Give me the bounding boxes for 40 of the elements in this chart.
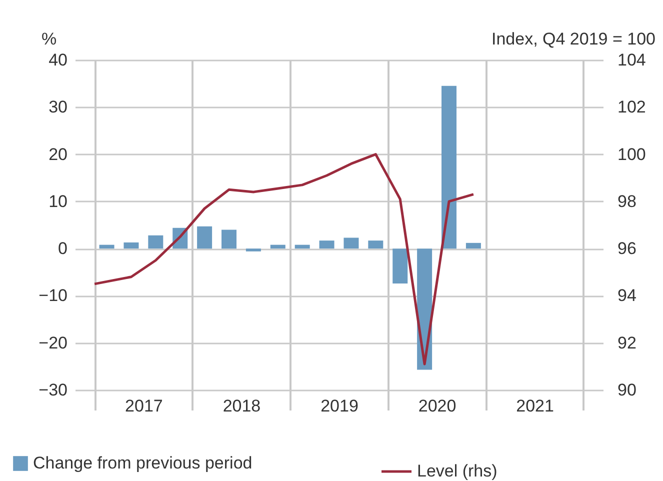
bar xyxy=(466,242,481,249)
y-tick-label: −20 xyxy=(38,333,68,352)
y-tick-label: 0 xyxy=(58,239,68,258)
y2-axis-title: Index, Q4 2019 = 100 xyxy=(492,30,656,48)
y2-tick-label: 92 xyxy=(618,333,636,352)
y2-tick-label: 100 xyxy=(618,144,646,164)
y-tick-label: 30 xyxy=(48,98,68,117)
x-tick-label: 2020 xyxy=(418,396,456,416)
bar xyxy=(148,235,164,249)
y-tick-label: 10 xyxy=(48,192,68,211)
x-tick-label: 2018 xyxy=(222,396,261,416)
bar xyxy=(246,248,261,252)
bar xyxy=(442,86,456,249)
y-tick-label: −30 xyxy=(38,380,68,400)
x-tick-label: 2017 xyxy=(125,396,163,416)
y-tick-label: 40 xyxy=(48,50,68,70)
bar xyxy=(124,242,139,249)
y2-tick-label: 104 xyxy=(618,50,646,70)
bar xyxy=(294,244,310,249)
legend-label: Change from previous period xyxy=(33,454,252,472)
bar xyxy=(222,230,236,249)
bar xyxy=(319,240,334,249)
y2-tick-label: 90 xyxy=(618,380,636,400)
bar xyxy=(99,244,114,249)
y-tick-label: 20 xyxy=(48,144,68,164)
line-series xyxy=(93,153,475,366)
bar xyxy=(344,238,359,249)
bar xyxy=(270,244,286,249)
y-axis-title: % xyxy=(42,30,57,48)
bar xyxy=(392,248,408,284)
y2-tick-label: 98 xyxy=(618,192,636,211)
x-tick-label: 2021 xyxy=(516,396,554,416)
x-tick-label: 2019 xyxy=(320,396,358,416)
y2-tick-label: 94 xyxy=(618,286,636,306)
bar xyxy=(197,226,212,249)
legend-label: Level (rhs) xyxy=(417,462,498,480)
bar xyxy=(368,240,384,249)
y-tick-label: −10 xyxy=(38,286,68,306)
y2-tick-label: 96 xyxy=(618,239,636,258)
y2-tick-label: 102 xyxy=(618,98,646,117)
